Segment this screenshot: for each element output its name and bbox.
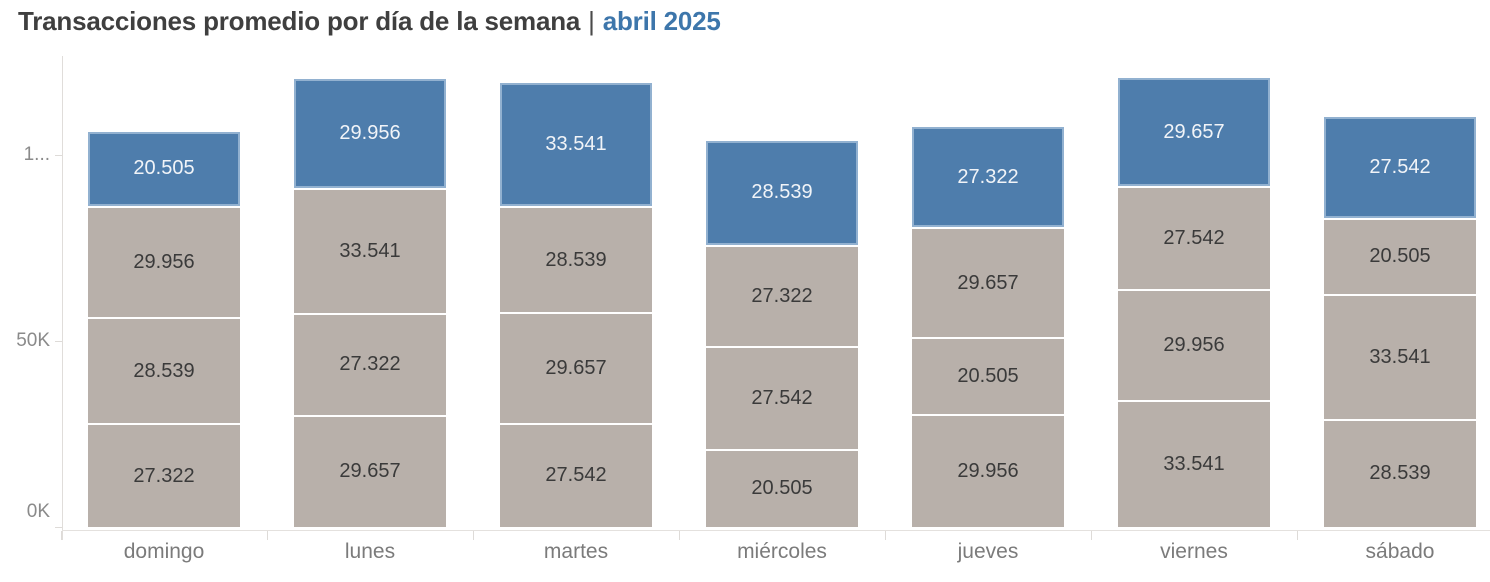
day-column-sábado: 27.542 20.505 33.541 28.539 sábado — [1297, 0, 1490, 582]
bar-segment[interactable]: 27.322 — [88, 425, 240, 527]
category-label: jueves — [957, 540, 1019, 563]
segment-value-label: 27.322 — [751, 284, 813, 307]
y-tick-label: 50K — [16, 330, 50, 351]
bar-segment[interactable]: 29.657 — [294, 416, 446, 527]
y-tick-mark — [55, 341, 62, 342]
x-tick-mark — [61, 531, 62, 540]
segment-value-label: 28.539 — [1369, 462, 1431, 485]
x-tick-mark — [1091, 531, 1092, 540]
category-label: lunes — [344, 540, 396, 563]
segment-value-label: 29.657 — [957, 271, 1019, 294]
segment-value-label: 20.505 — [1369, 245, 1431, 268]
bar-segment[interactable]: 27.542 — [500, 424, 652, 527]
day-column-lunes: 29.956 33.541 27.322 29.657 lunes — [267, 0, 473, 582]
bar-segment[interactable]: 20.505 — [706, 450, 858, 527]
bar-segment[interactable]: 27.542 — [706, 348, 858, 449]
bar-segment[interactable]: 29.657 — [912, 229, 1064, 338]
segment-value-label: 28.539 — [545, 248, 607, 271]
bar-segment[interactable]: 20.505 — [1324, 219, 1476, 295]
bar-segment[interactable]: 33.541 — [1324, 296, 1476, 419]
segment-value-label: 29.956 — [957, 459, 1019, 482]
x-tick-mark — [679, 531, 680, 540]
bar-segment[interactable]: 29.956 — [88, 207, 240, 318]
bar-segment[interactable]: 20.505 — [88, 131, 240, 206]
segment-value-label: 29.657 — [1163, 120, 1225, 143]
y-tick-mark — [55, 155, 62, 156]
segment-value-label: 20.505 — [957, 364, 1019, 387]
stacked-bar-sábado: 27.542 20.505 33.541 28.539 — [1324, 117, 1476, 527]
bar-segment[interactable]: 27.322 — [294, 315, 446, 415]
bar-segment[interactable]: 29.956 — [912, 415, 1064, 527]
bar-segment[interactable]: 20.505 — [912, 339, 1064, 414]
stacked-bar-jueves: 27.322 29.657 20.505 29.956 — [912, 127, 1064, 527]
stacked-bar-lunes: 29.956 33.541 27.322 29.657 — [294, 78, 446, 527]
segment-value-label: 33.541 — [545, 133, 607, 156]
segment-value-label: 27.542 — [1163, 227, 1225, 250]
bar-segment[interactable]: 33.541 — [294, 190, 446, 314]
day-column-martes: 33.541 28.539 29.657 27.542 martes — [473, 0, 679, 582]
segment-value-label: 33.541 — [1163, 453, 1225, 476]
segment-value-label: 33.541 — [1369, 345, 1431, 368]
chart-title-separator: | — [588, 6, 595, 36]
stacked-bar-miércoles: 28.539 27.322 27.542 20.505 — [706, 140, 858, 527]
category-label: sábado — [1365, 540, 1435, 563]
chart-title: Transacciones promedio por día de la sem… — [18, 6, 721, 37]
stacked-bar-martes: 33.541 28.539 29.657 27.542 — [500, 83, 652, 527]
bar-segment[interactable]: 28.539 — [500, 208, 652, 313]
segment-value-label: 33.541 — [339, 240, 401, 263]
chart-title-period: abril 2025 — [602, 6, 721, 36]
segment-value-label: 28.539 — [751, 181, 813, 204]
segment-value-label: 28.539 — [133, 359, 195, 382]
segment-value-label: 27.322 — [339, 353, 401, 376]
bar-segment[interactable]: 28.539 — [1324, 420, 1476, 527]
segment-value-label: 29.657 — [339, 460, 401, 483]
stacked-bar-viernes: 29.657 27.542 29.956 33.541 — [1118, 78, 1270, 527]
category-label: viernes — [1160, 540, 1228, 563]
segment-value-label: 20.505 — [133, 157, 195, 180]
bar-segment[interactable]: 33.541 — [1118, 402, 1270, 527]
segment-value-label: 29.956 — [339, 122, 401, 145]
category-label: domingo — [123, 540, 205, 563]
bar-segment[interactable]: 27.322 — [706, 246, 858, 347]
segment-value-label: 29.657 — [545, 356, 607, 379]
day-column-jueves: 27.322 29.657 20.505 29.956 jueves — [885, 0, 1091, 582]
segment-value-label: 27.542 — [1369, 156, 1431, 179]
day-column-domingo: 20.505 29.956 28.539 27.322 domingo — [61, 0, 267, 582]
segment-value-label: 27.322 — [957, 165, 1019, 188]
segment-value-label: 27.542 — [751, 387, 813, 409]
bar-segment[interactable]: 28.539 — [88, 319, 240, 424]
stacked-bar-domingo: 20.505 29.956 28.539 27.322 — [88, 131, 240, 527]
y-axis-line — [62, 56, 63, 540]
category-label: miércoles — [737, 540, 827, 563]
bar-segment[interactable]: 33.541 — [500, 83, 652, 207]
day-column-miércoles: 28.539 27.322 27.542 20.505 miércoles — [679, 0, 885, 582]
segment-value-label: 27.322 — [133, 464, 195, 487]
y-tick-label: 0K — [26, 501, 50, 522]
bar-segment[interactable]: 29.657 — [500, 314, 652, 423]
bar-segment[interactable]: 27.542 — [1324, 117, 1476, 218]
segment-value-label: 29.956 — [1163, 334, 1225, 357]
x-tick-mark — [1297, 531, 1298, 540]
x-tick-mark — [473, 531, 474, 540]
y-tick-mark — [55, 527, 62, 528]
bar-segment[interactable]: 29.956 — [294, 78, 446, 189]
x-tick-mark — [267, 531, 268, 540]
bar-segment[interactable]: 29.657 — [1118, 78, 1270, 187]
chart-title-main: Transacciones promedio por día de la sem… — [18, 6, 581, 36]
x-axis-line — [62, 530, 1490, 531]
segment-value-label: 20.505 — [751, 477, 813, 500]
y-tick-label: 1... — [23, 144, 50, 165]
bar-segment[interactable]: 27.322 — [912, 127, 1064, 227]
bar-segment[interactable]: 28.539 — [706, 140, 858, 245]
segment-value-label: 29.956 — [133, 251, 195, 273]
segment-value-label: 27.542 — [545, 464, 607, 487]
category-label: martes — [543, 540, 609, 563]
day-column-viernes: 29.657 27.542 29.956 33.541 viernes — [1091, 0, 1297, 582]
x-tick-mark — [885, 531, 886, 540]
bar-segment[interactable]: 29.956 — [1118, 290, 1270, 401]
bar-segment[interactable]: 27.542 — [1118, 188, 1270, 289]
